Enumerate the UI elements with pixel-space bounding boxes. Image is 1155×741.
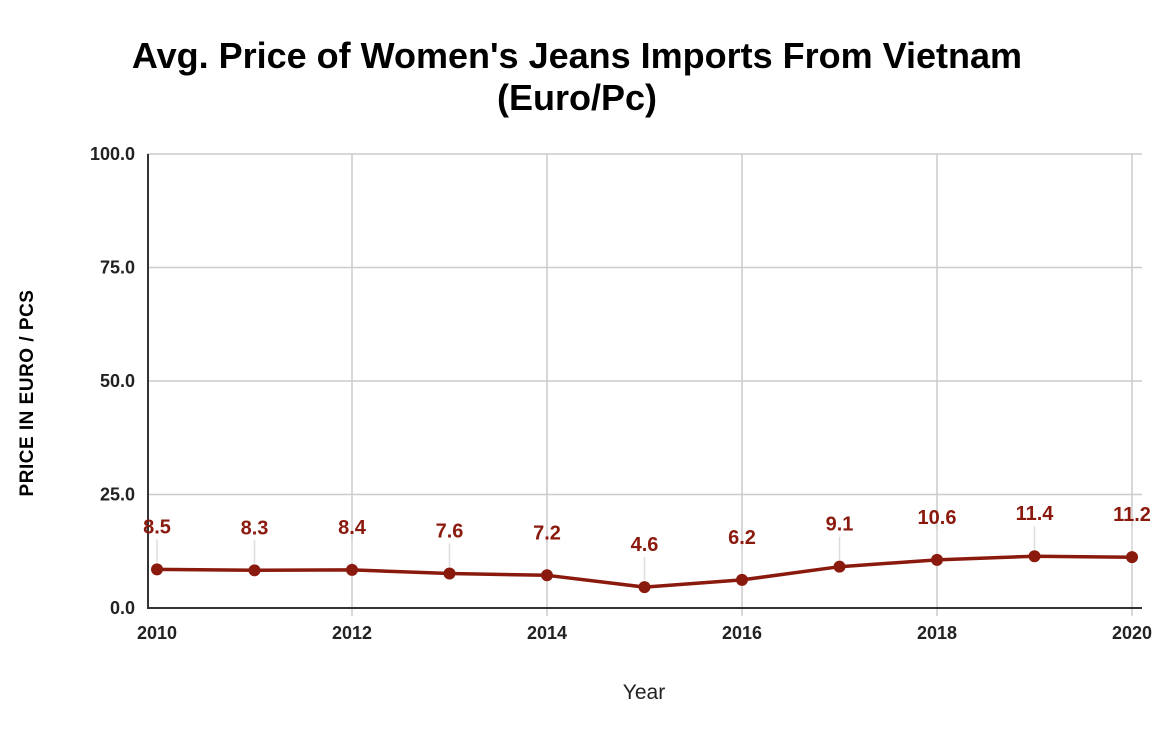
data-point <box>833 560 846 573</box>
x-tick-label: 2012 <box>332 623 372 643</box>
x-tick-label: 2016 <box>722 623 762 643</box>
data-point <box>151 563 163 576</box>
data-label: 10.6 <box>918 507 957 529</box>
data-points <box>151 550 1138 594</box>
data-point <box>248 564 261 577</box>
data-point <box>1028 550 1041 563</box>
y-axis-ticks: 100.0 75.0 50.0 25.0 0.0 <box>90 144 135 618</box>
data-label: 6.2 <box>728 527 756 549</box>
data-label: 8.3 <box>241 517 269 539</box>
data-point <box>931 553 943 566</box>
data-point <box>541 569 553 582</box>
data-point <box>736 573 748 586</box>
y-tick-label: 75.0 <box>100 258 135 278</box>
x-axis-ticks: 2010 2012 2014 2016 2018 2020 <box>137 623 1152 643</box>
data-label: 9.1 <box>826 514 854 536</box>
data-label: 8.5 <box>143 516 171 538</box>
x-tick-label: 2014 <box>527 623 567 643</box>
x-tick-label: 2018 <box>917 623 957 643</box>
y-tick-label: 25.0 <box>100 485 135 505</box>
y-axis-label: PRICE IN EURO / PCS <box>17 290 38 497</box>
y-tick-label: 0.0 <box>110 598 135 618</box>
data-point <box>443 567 456 580</box>
data-label-leaders <box>156 526 1133 581</box>
data-label: 7.6 <box>436 520 464 542</box>
data-labels: 8.5 8.3 8.4 7.6 7.2 4.6 6.2 9.1 10.6 11.4 11.2 <box>143 503 1151 556</box>
x-tick-label: 2010 <box>137 623 177 643</box>
data-point <box>638 581 651 594</box>
data-label: 11.4 <box>1016 503 1055 525</box>
chart-title-line-2: (Euro/Pc) <box>497 77 657 118</box>
data-point <box>1126 551 1138 564</box>
data-point <box>346 563 358 576</box>
data-label: 7.2 <box>533 522 561 544</box>
data-label: 8.4 <box>338 517 367 539</box>
x-tick-label: 2020 <box>1112 623 1152 643</box>
y-tick-label: 100.0 <box>90 144 135 164</box>
x-axis-label: Year <box>623 681 665 704</box>
data-label: 11.2 <box>1113 504 1151 526</box>
data-label: 4.6 <box>631 534 659 556</box>
y-tick-label: 50.0 <box>100 371 135 391</box>
chart-title-line-1: Avg. Price of Women's Jeans Imports From… <box>132 35 1022 76</box>
gridlines <box>147 153 1142 616</box>
